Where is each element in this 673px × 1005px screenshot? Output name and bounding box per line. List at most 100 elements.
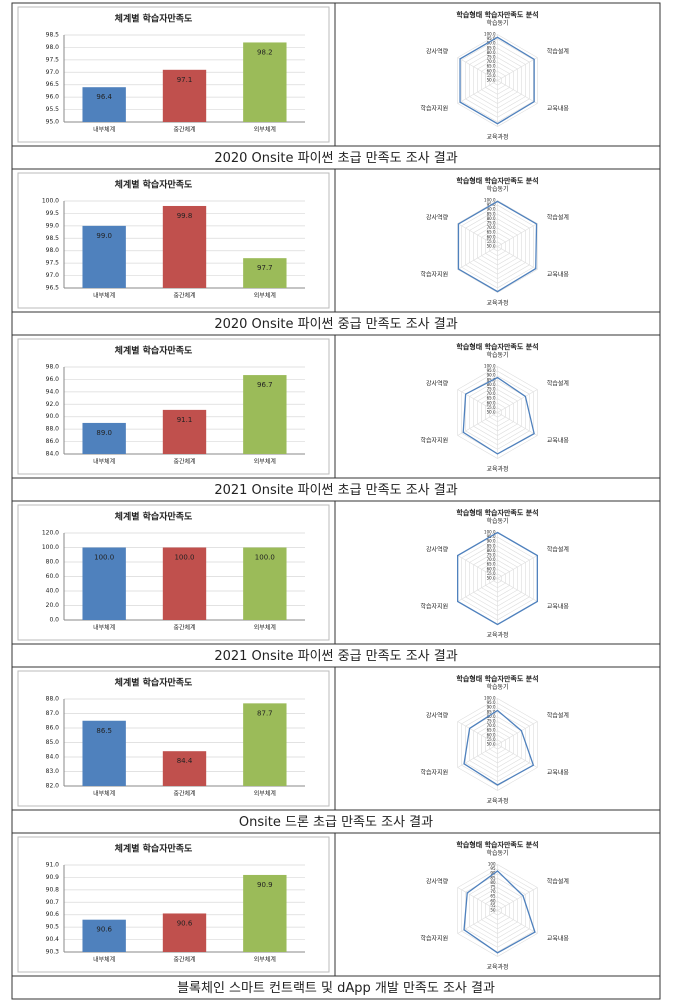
r-tick-label: 50.0	[487, 576, 496, 581]
r-tick-label: 80	[490, 880, 496, 885]
spoke	[457, 555, 498, 579]
bar	[82, 720, 126, 786]
chart-title: 체계별 학습자만족도	[115, 13, 193, 25]
r-tick-label: 100	[488, 862, 496, 867]
x-tick-label: 중간체계	[173, 458, 195, 466]
chart-title: 학습형태 학습자만족도 분석	[456, 674, 538, 683]
category-label: 학습동기	[486, 849, 508, 857]
spoke	[497, 223, 538, 247]
radar-line	[463, 709, 535, 786]
value-label: 99.8	[177, 212, 193, 220]
r-tick-label: 75.0	[487, 553, 496, 558]
spoke	[497, 744, 538, 768]
bar	[82, 422, 126, 454]
y-tick-label: 97.0	[46, 272, 60, 279]
category-label: 강사역량	[426, 380, 449, 388]
category-label: 강사역량	[426, 712, 449, 720]
spoke	[457, 223, 498, 247]
r-tick-label: 100.0	[484, 198, 496, 203]
r-tick-label: 85.0	[487, 211, 496, 216]
value-label: 89.0	[96, 429, 112, 437]
r-tick-label: 55.0	[487, 571, 496, 576]
chart-title: 체계별 학습자만족도	[115, 345, 193, 357]
y-tick-label: 96.5	[46, 285, 60, 292]
spoke	[457, 57, 498, 81]
value-label: 96.4	[96, 93, 112, 101]
y-tick-label: 0.0	[49, 617, 59, 624]
r-tick-label: 55.0	[487, 737, 496, 742]
y-tick-label: 87.0	[46, 710, 60, 717]
x-tick-label: 중간체계	[173, 790, 195, 798]
y-tick-label: 88.0	[46, 426, 60, 433]
y-tick-label: 90.0	[46, 413, 60, 420]
spoke	[497, 389, 538, 413]
y-tick-label: 88.0	[46, 696, 60, 703]
value-label: 100.0	[174, 554, 194, 562]
chart-title: 체계별 학습자만족도	[115, 179, 193, 191]
bar	[243, 42, 287, 123]
spoke	[497, 555, 538, 579]
x-tick-label: 외부체계	[254, 126, 276, 134]
x-tick-label: 외부체계	[254, 292, 276, 300]
category-label: 학습자지원	[421, 105, 449, 113]
y-tick-label: 95.5	[46, 106, 60, 113]
bar	[82, 225, 126, 288]
x-tick-label: 내부체계	[93, 458, 115, 466]
bar	[162, 409, 207, 454]
r-tick-label: 100.0	[484, 530, 496, 535]
r-tick-label: 95.0	[487, 368, 496, 373]
value-label: 97.1	[177, 76, 193, 84]
category-label: 강사역량	[426, 214, 449, 222]
y-tick-label: 98.5	[46, 32, 60, 39]
category-label: 학습자지원	[421, 437, 449, 445]
r-tick-label: 80.0	[487, 216, 496, 221]
r-tick-label: 55.0	[487, 405, 496, 410]
bar	[162, 69, 207, 122]
category-label: 교육내용	[547, 935, 570, 943]
chart-title: 학습형태 학습자만족도 분석	[456, 10, 538, 19]
r-tick-label: 100.0	[484, 696, 496, 701]
value-label: 90.6	[96, 926, 112, 934]
value-label: 98.2	[257, 48, 273, 56]
spoke	[497, 721, 538, 745]
bar	[243, 703, 287, 786]
r-tick-label: 90.0	[487, 373, 496, 378]
r-tick-label: 85	[490, 875, 496, 880]
category-label: 강사역량	[426, 878, 449, 886]
y-tick-label: 91.0	[46, 862, 60, 869]
caption: 2021 Onsite 파이썬 초급 만족도 조사 결과	[214, 483, 457, 498]
y-tick-label: 95.0	[46, 119, 60, 126]
category-label: 교육내용	[547, 603, 570, 611]
r-tick-label: 70.0	[487, 225, 496, 230]
value-label: 90.9	[257, 881, 273, 889]
r-tick-label: 70.0	[487, 723, 496, 728]
r-tick-label: 90.0	[487, 539, 496, 544]
r-tick-label: 60.0	[487, 566, 496, 571]
x-tick-label: 외부체계	[254, 790, 276, 798]
y-tick-label: 96.0	[46, 376, 60, 383]
y-tick-label: 90.8	[46, 886, 60, 893]
radar-line	[459, 36, 535, 125]
category-label: 학습동기	[486, 517, 508, 525]
category-label: 교육내용	[547, 437, 570, 445]
r-tick-label: 65.0	[487, 728, 496, 733]
y-tick-label: 83.0	[46, 768, 60, 775]
value-label: 86.5	[96, 727, 112, 735]
category-label: 학습자지원	[421, 603, 449, 611]
category-label: 학습자지원	[421, 271, 449, 279]
chart-title: 체계별 학습자만족도	[115, 677, 193, 689]
bar	[82, 547, 126, 620]
x-tick-label: 외부체계	[254, 956, 276, 964]
chart-title: 학습형태 학습자만족도 분석	[456, 342, 538, 351]
r-tick-label: 75.0	[487, 55, 496, 60]
r-tick-label: 100.0	[484, 32, 496, 37]
r-tick-label: 50.0	[487, 742, 496, 747]
spoke	[497, 412, 538, 436]
bar	[162, 751, 207, 786]
spoke	[457, 389, 498, 413]
value-label: 87.7	[257, 709, 273, 717]
category-label: 학습동기	[486, 185, 508, 193]
bar	[243, 375, 287, 454]
value-label: 91.1	[177, 416, 193, 424]
